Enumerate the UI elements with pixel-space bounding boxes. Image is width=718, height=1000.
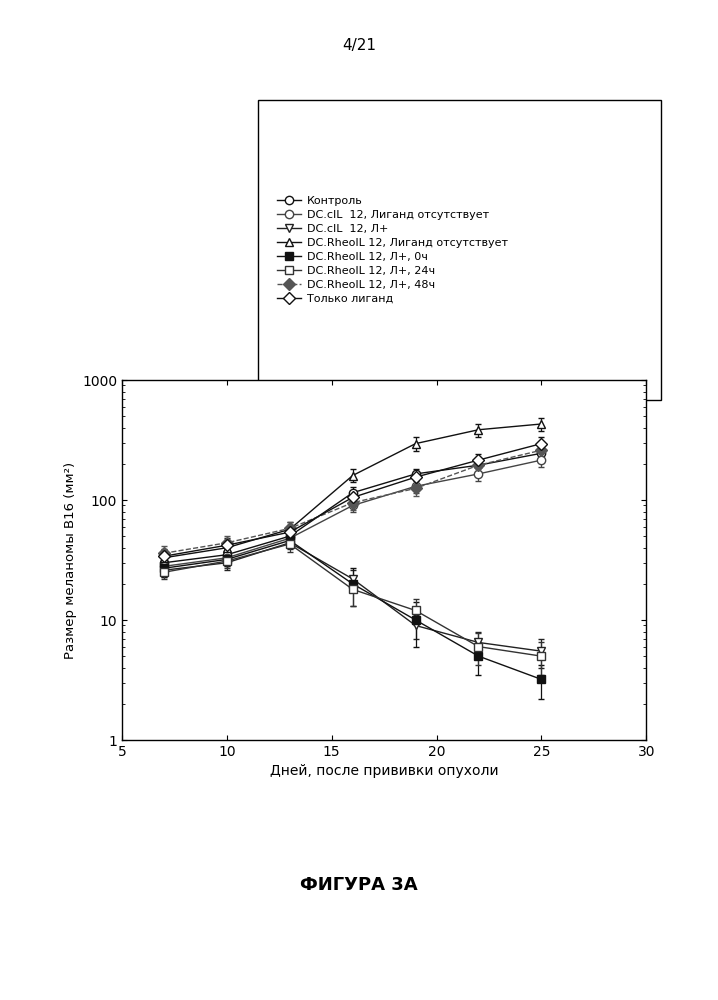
Text: ФИГУРА 3А: ФИГУРА 3А: [300, 876, 418, 894]
Text: 4/21: 4/21: [342, 38, 376, 53]
Legend: Контроль, DC.cIL  12, Лиганд отсутствует, DC.cIL  12, Л+, DC.RheoIL 12, Лиганд о: Контроль, DC.cIL 12, Лиганд отсутствует,…: [272, 192, 512, 308]
X-axis label: Дней, после прививки опухоли: Дней, после прививки опухоли: [270, 764, 498, 778]
Y-axis label: Размер меланомы В16 (мм²): Размер меланомы В16 (мм²): [63, 461, 77, 659]
